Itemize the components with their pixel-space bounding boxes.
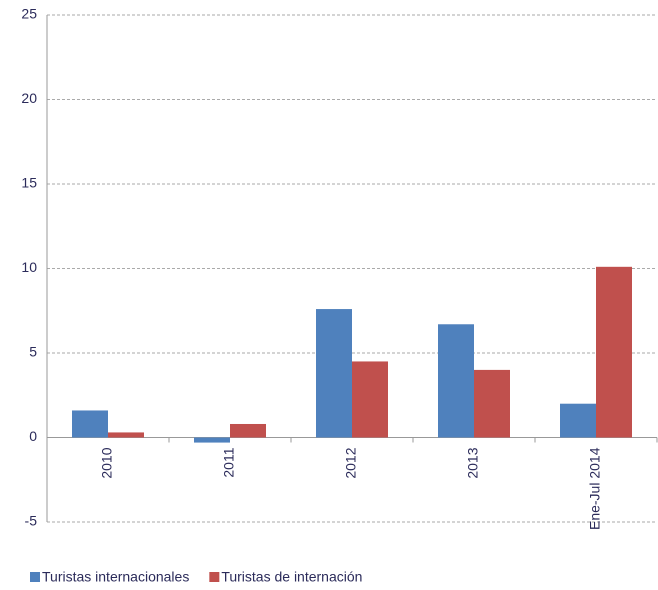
x-tick-label: 2012 <box>343 447 359 478</box>
bar <box>230 423 266 438</box>
bar <box>316 309 352 438</box>
y-tick-label: -5 <box>25 513 38 529</box>
legend-swatch <box>209 572 220 582</box>
bar <box>560 403 596 438</box>
x-tick-label: 2011 <box>221 447 237 477</box>
y-tick-label: 25 <box>21 6 37 22</box>
y-tick-label: 5 <box>29 344 37 360</box>
bar <box>474 369 510 438</box>
legend-label: Turistas internacionales <box>42 569 189 585</box>
y-tick-label: 10 <box>21 259 37 275</box>
y-tick-label: 15 <box>21 175 37 191</box>
legend-label: Turistas de internación <box>221 569 362 585</box>
bar <box>108 432 144 438</box>
bar <box>438 324 474 438</box>
y-tick-label: 20 <box>21 90 37 106</box>
bar <box>72 410 108 438</box>
bar <box>596 266 632 438</box>
y-tick-label: 0 <box>29 428 37 444</box>
bar <box>194 437 230 443</box>
x-tick-label: Ene-Jul 2014 <box>587 447 603 530</box>
x-tick-label: 2010 <box>99 447 115 478</box>
bar <box>352 361 388 438</box>
legend-swatch <box>30 572 40 582</box>
x-tick-label: 2013 <box>465 447 481 478</box>
